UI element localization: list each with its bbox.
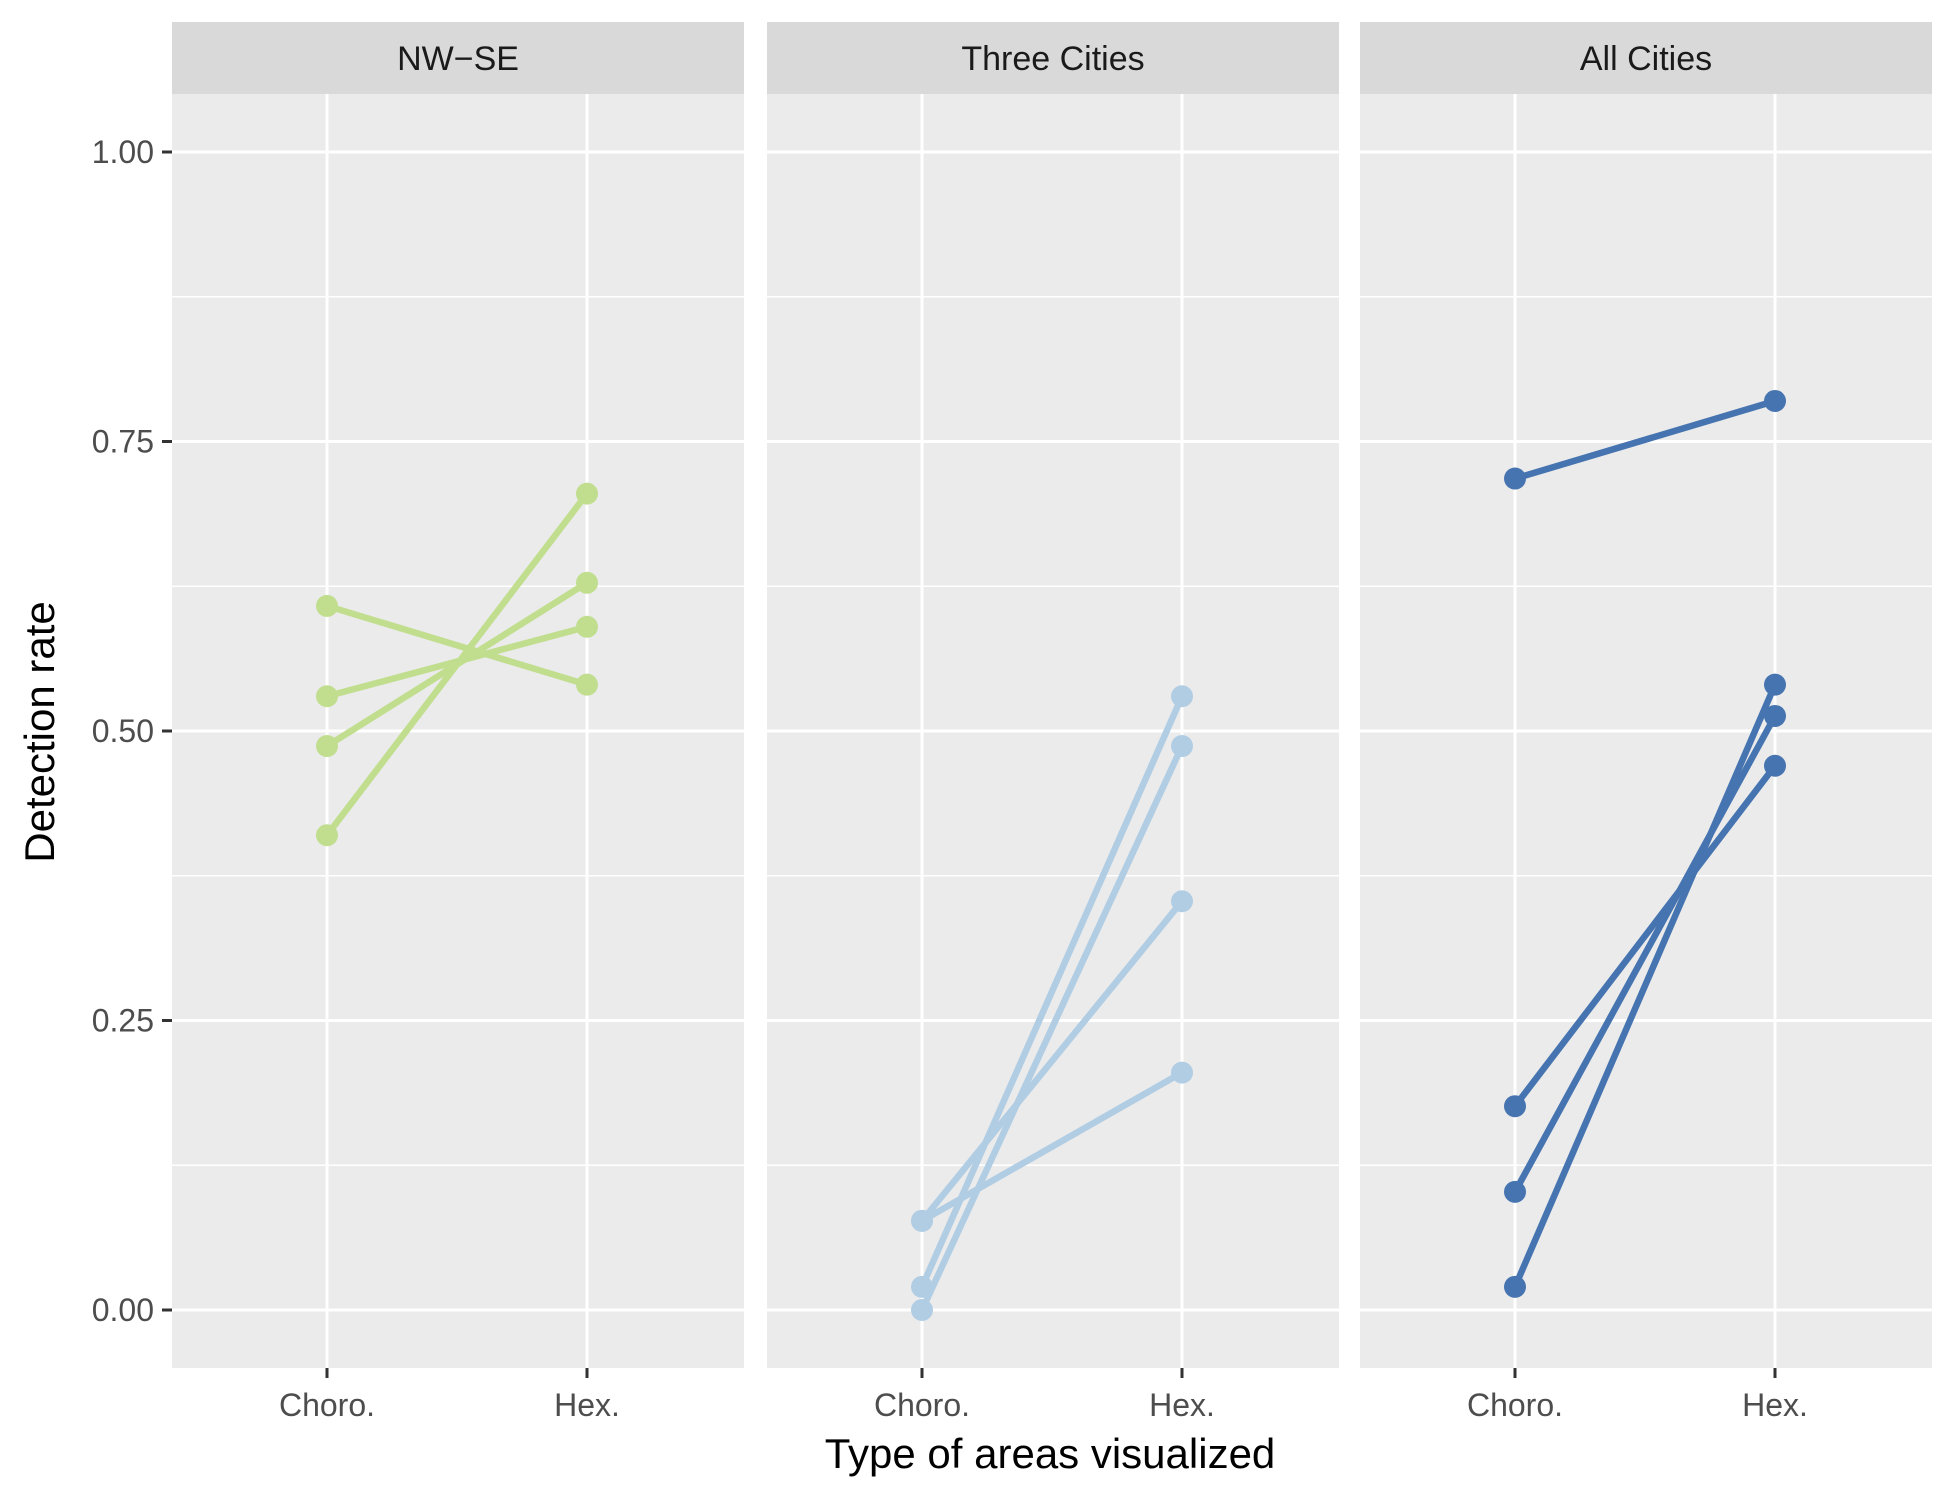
data-point <box>316 685 338 708</box>
x-tick-label: Choro. <box>279 1387 375 1423</box>
series-line <box>323 623 591 700</box>
data-point <box>1504 1180 1526 1203</box>
data-point <box>1504 1275 1526 1298</box>
x-tick-label: Choro. <box>874 1387 970 1423</box>
series-line <box>1511 712 1779 1196</box>
data-point <box>1764 673 1786 696</box>
y-tick-label: 1.00 <box>92 134 154 170</box>
facet-strip-label: NW−SE <box>397 40 519 78</box>
facet-panel: NW−SE Choro. Hex. <box>172 22 744 1423</box>
data-point <box>911 1299 933 1321</box>
facet-strip <box>172 22 744 94</box>
x-tick-label: Hex. <box>1149 1387 1215 1423</box>
data-point <box>576 482 598 505</box>
y-axis: 0.00 0.25 0.50 0.75 1.00 <box>92 134 172 1328</box>
data-point <box>316 735 338 758</box>
data-point <box>576 571 598 594</box>
y-tick-label: 0.25 <box>92 1003 154 1039</box>
data-point <box>576 673 598 696</box>
series-line <box>1511 681 1779 1291</box>
data-point <box>1764 704 1786 727</box>
facet-panel: All Cities Choro. Hex. <box>1360 22 1932 1423</box>
data-point <box>1171 685 1193 708</box>
facet-strip <box>1360 22 1932 94</box>
data-point <box>1504 467 1526 490</box>
series-line <box>1511 762 1779 1110</box>
series-line <box>1511 397 1779 482</box>
y-tick-label: 0.00 <box>92 1292 154 1328</box>
x-tick-label: Hex. <box>554 1387 620 1423</box>
series-line <box>918 693 1186 1291</box>
data-point <box>911 1209 933 1232</box>
facet-strip-label: Three Cities <box>961 40 1144 78</box>
data-point <box>316 594 338 617</box>
series-line <box>918 1069 1186 1225</box>
x-axis-title: Type of areas visualized <box>825 1430 1276 1477</box>
y-tick-label: 0.75 <box>92 424 154 460</box>
data-point <box>911 1275 933 1298</box>
facet-strip-label: All Cities <box>1580 40 1712 78</box>
data-point <box>316 824 338 847</box>
series-line <box>918 742 1186 1314</box>
data-point <box>1171 1061 1193 1084</box>
series-line <box>918 897 1186 1225</box>
data-point <box>1171 735 1193 758</box>
y-axis-title: Detection rate <box>16 601 63 862</box>
series-line <box>323 602 591 688</box>
x-tick-label: Hex. <box>1742 1387 1808 1423</box>
y-tick-label: 0.50 <box>92 713 154 749</box>
data-point <box>1504 1095 1526 1118</box>
data-point <box>1764 754 1786 777</box>
data-point <box>1171 890 1193 913</box>
x-tick-label: Choro. <box>1467 1387 1563 1423</box>
data-point <box>1764 389 1786 412</box>
data-point <box>576 615 598 638</box>
facet-panel: Three Cities Choro. Hex. <box>767 22 1339 1423</box>
facet-strip <box>767 22 1339 94</box>
